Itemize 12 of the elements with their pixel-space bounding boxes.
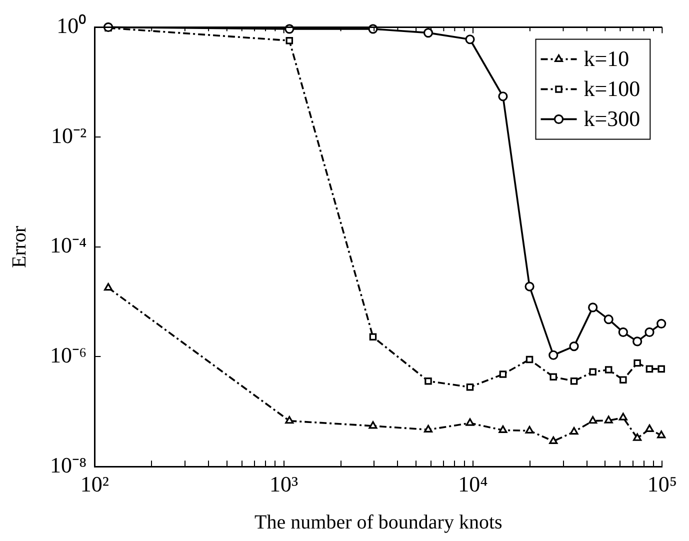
x-tick-label: 10⁵ (647, 472, 677, 497)
x-tick-label: 10⁴ (458, 472, 488, 497)
legend-label: k=300 (584, 106, 640, 131)
y-axis-title: Error (8, 225, 30, 268)
y-tick-label: 10⁻² (51, 122, 88, 148)
legend-label: k=10 (584, 46, 630, 71)
x-tick-label: 10³ (270, 472, 299, 497)
x-axis-title: The number of boundary knots (254, 511, 502, 534)
y-tick-label: 10⁰ (56, 12, 87, 38)
y-tick-label: 10⁻⁴ (50, 232, 87, 258)
y-tick-label: 10⁻⁶ (50, 342, 87, 368)
legend-label: k=100 (584, 76, 640, 101)
